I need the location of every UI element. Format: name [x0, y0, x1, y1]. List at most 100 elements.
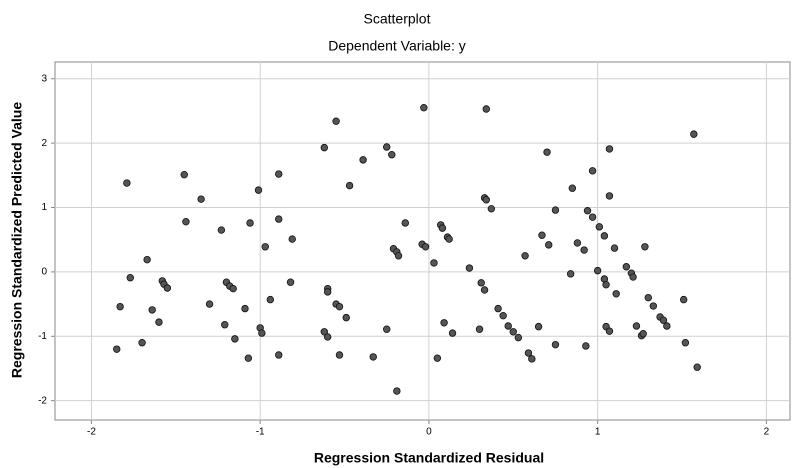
point	[182, 217, 190, 226]
point	[388, 151, 396, 159]
point	[241, 304, 249, 313]
y-tick-label: 2	[41, 138, 47, 149]
point	[580, 246, 588, 254]
point	[534, 322, 543, 331]
x-tick-label: 0	[426, 427, 432, 438]
point	[288, 235, 296, 243]
point	[335, 351, 344, 359]
point	[629, 273, 637, 281]
point	[148, 306, 156, 314]
point	[246, 219, 254, 227]
point	[231, 335, 239, 343]
point	[401, 219, 409, 227]
point	[605, 327, 614, 335]
point	[605, 145, 614, 153]
point	[588, 213, 597, 221]
point	[275, 215, 283, 223]
point	[275, 170, 283, 178]
chart-subtitle: Dependent Variable: y	[328, 38, 466, 54]
point	[143, 255, 151, 264]
point	[593, 266, 602, 275]
point	[681, 339, 690, 347]
point	[286, 278, 295, 286]
point	[113, 345, 121, 353]
point	[514, 333, 523, 342]
point	[504, 322, 512, 330]
point	[155, 318, 163, 326]
point	[345, 181, 354, 190]
point	[602, 281, 610, 289]
point	[465, 264, 474, 272]
point	[126, 274, 134, 282]
point	[217, 226, 226, 234]
point	[383, 325, 391, 333]
point	[649, 302, 658, 310]
point	[393, 387, 401, 395]
y-tick-label: 0	[41, 267, 47, 278]
point	[543, 148, 551, 156]
point	[566, 270, 575, 278]
y-tick-label: 1	[41, 202, 47, 213]
point	[383, 143, 391, 151]
point	[229, 284, 237, 293]
point	[438, 224, 447, 232]
x-axis-label: Regression Standardized Residual	[314, 450, 544, 466]
point	[123, 179, 131, 187]
point	[433, 354, 442, 362]
point	[644, 293, 652, 302]
point	[369, 353, 377, 361]
chart-title: Scatterplot	[364, 11, 431, 27]
point	[610, 244, 619, 252]
point	[180, 170, 188, 179]
point	[641, 243, 649, 251]
y-tick-label: -1	[38, 331, 47, 342]
point	[600, 232, 609, 240]
point	[663, 322, 671, 330]
point	[320, 328, 328, 336]
point	[359, 156, 367, 164]
point	[197, 195, 205, 203]
point	[266, 295, 275, 304]
point	[440, 319, 448, 327]
point	[482, 105, 490, 113]
point	[521, 252, 529, 260]
point	[221, 321, 229, 329]
point	[588, 167, 597, 175]
point	[582, 342, 590, 350]
point	[605, 192, 614, 200]
point	[261, 243, 269, 251]
point	[632, 322, 641, 330]
point	[394, 252, 403, 260]
point	[494, 304, 502, 313]
point	[612, 290, 620, 298]
point	[320, 143, 328, 152]
point	[323, 333, 332, 341]
point	[639, 330, 647, 338]
y-tick-label: 3	[41, 73, 47, 84]
point	[138, 339, 146, 347]
x-tick-label: 2	[764, 427, 770, 438]
point	[690, 130, 698, 138]
point	[659, 316, 668, 324]
point	[499, 311, 507, 320]
y-tick-label: -2	[38, 395, 47, 406]
point	[622, 263, 631, 271]
x-tick-label: -1	[256, 427, 265, 438]
point	[430, 259, 438, 267]
point	[445, 235, 453, 243]
point	[420, 104, 428, 112]
point	[258, 329, 266, 337]
point	[679, 295, 688, 304]
point	[551, 206, 560, 214]
point	[528, 355, 536, 363]
point	[332, 117, 340, 125]
point	[448, 329, 457, 337]
point	[116, 302, 124, 311]
point	[545, 241, 553, 249]
point	[480, 286, 489, 294]
point	[538, 231, 546, 239]
point	[475, 325, 484, 333]
x-tick-label: 1	[595, 427, 601, 438]
point	[421, 243, 430, 251]
